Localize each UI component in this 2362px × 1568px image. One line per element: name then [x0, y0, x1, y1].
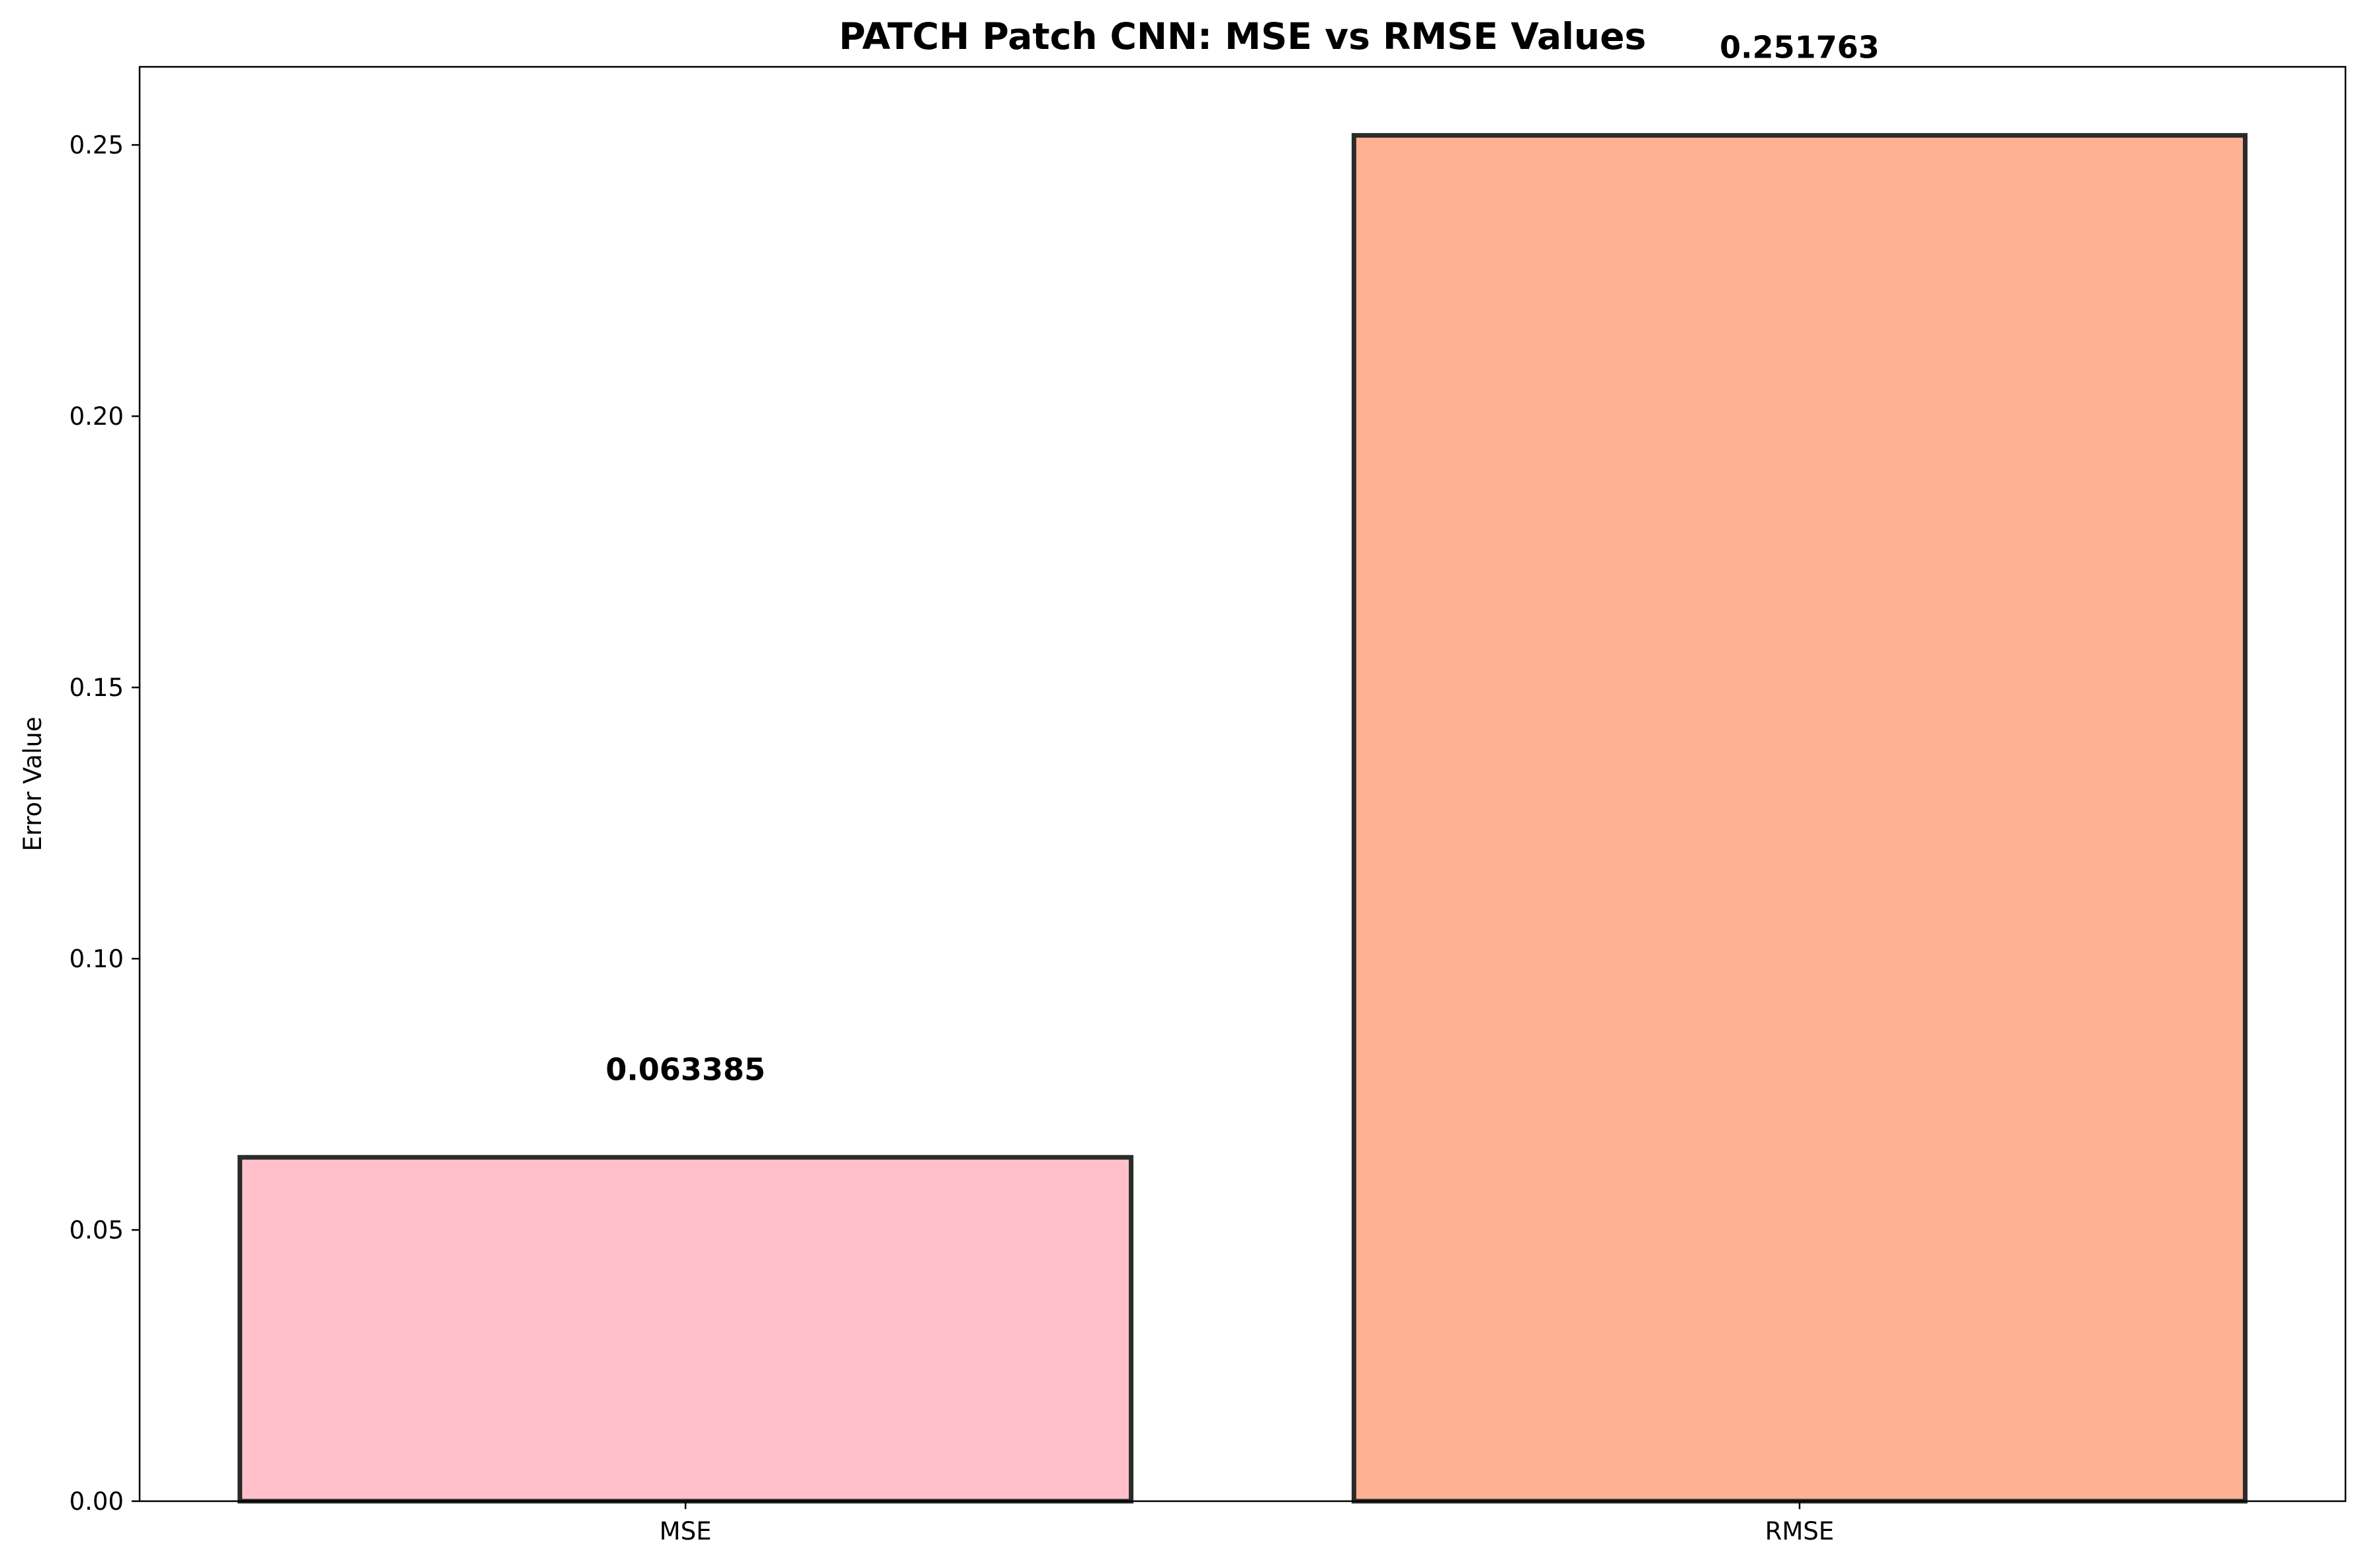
y-tick-label: 0.20 [69, 402, 124, 431]
value-label-rmse: 0.251763 [1720, 30, 1880, 65]
x-axis-ticks: MSE RMSE [660, 1501, 1834, 1546]
value-labels: 0.063385 0.251763 [605, 30, 1879, 1088]
value-label-mse: 0.063385 [605, 1051, 765, 1087]
bars-layer [238, 133, 2248, 1504]
y-tick-label: 0.15 [69, 674, 124, 702]
y-axis-label: Error Value [19, 717, 47, 851]
x-tick-label-mse: MSE [660, 1517, 712, 1546]
y-axis-ticks: 0.00 0.05 0.10 0.15 0.20 0.25 [69, 131, 140, 1516]
y-tick-label: 0.25 [69, 131, 124, 159]
y-tick-label: 0.00 [69, 1487, 124, 1516]
y-tick-label: 0.10 [69, 945, 124, 973]
bar-rmse [1351, 133, 2248, 1504]
bar-mse [238, 1154, 1134, 1504]
chart-title: PATCH Patch CNN: MSE vs RMSE Values [839, 15, 1646, 58]
plot-frame [138, 65, 2347, 1503]
x-tick-label-rmse: RMSE [1765, 1517, 1835, 1546]
y-tick-label: 0.05 [69, 1216, 124, 1244]
